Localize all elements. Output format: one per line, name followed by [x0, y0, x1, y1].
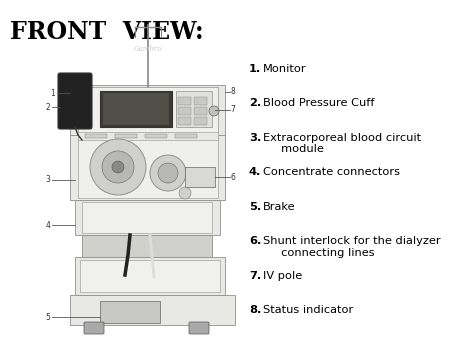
FancyBboxPatch shape — [80, 260, 220, 292]
Text: 6.: 6. — [249, 236, 261, 246]
FancyBboxPatch shape — [70, 135, 225, 200]
FancyBboxPatch shape — [82, 202, 212, 233]
FancyBboxPatch shape — [194, 97, 207, 105]
FancyBboxPatch shape — [145, 134, 167, 138]
Text: Extracorporeal blood circuit
     module: Extracorporeal blood circuit module — [263, 133, 421, 154]
FancyBboxPatch shape — [78, 87, 218, 133]
Circle shape — [102, 151, 134, 183]
Text: 4.: 4. — [249, 167, 261, 177]
Circle shape — [112, 161, 124, 173]
Text: Monitor: Monitor — [263, 64, 307, 74]
Text: 6: 6 — [230, 173, 236, 181]
FancyBboxPatch shape — [75, 257, 225, 295]
FancyBboxPatch shape — [194, 117, 207, 125]
FancyBboxPatch shape — [115, 134, 137, 138]
Text: IV pole: IV pole — [263, 271, 302, 280]
FancyBboxPatch shape — [185, 167, 215, 187]
FancyBboxPatch shape — [103, 93, 169, 125]
Text: 8: 8 — [231, 87, 236, 97]
Text: 2: 2 — [46, 103, 50, 111]
Text: Blood Pressure Cuff: Blood Pressure Cuff — [263, 98, 374, 108]
FancyBboxPatch shape — [100, 301, 160, 323]
FancyBboxPatch shape — [84, 322, 104, 334]
FancyBboxPatch shape — [194, 107, 207, 115]
Circle shape — [90, 139, 146, 195]
FancyBboxPatch shape — [78, 137, 218, 198]
FancyBboxPatch shape — [78, 132, 218, 140]
Circle shape — [150, 155, 186, 191]
Text: 2.: 2. — [249, 98, 261, 108]
Text: 5.: 5. — [249, 202, 261, 212]
Text: 4: 4 — [46, 220, 50, 229]
Text: 7.: 7. — [249, 271, 261, 280]
Text: 3.: 3. — [249, 133, 261, 143]
FancyBboxPatch shape — [82, 235, 212, 257]
FancyBboxPatch shape — [85, 134, 107, 138]
FancyBboxPatch shape — [70, 295, 235, 325]
Text: 1: 1 — [51, 88, 55, 98]
FancyBboxPatch shape — [176, 91, 212, 127]
Text: FRONT  VIEW:: FRONT VIEW: — [10, 20, 204, 44]
FancyBboxPatch shape — [189, 322, 209, 334]
FancyBboxPatch shape — [175, 134, 197, 138]
Text: Status indicator: Status indicator — [263, 305, 353, 315]
FancyBboxPatch shape — [100, 91, 172, 127]
Text: 5: 5 — [46, 312, 50, 322]
FancyBboxPatch shape — [178, 97, 191, 105]
Circle shape — [179, 187, 191, 199]
Circle shape — [209, 106, 219, 116]
FancyBboxPatch shape — [58, 73, 92, 129]
FancyBboxPatch shape — [178, 107, 191, 115]
FancyBboxPatch shape — [70, 85, 225, 135]
Text: Concentrate connectors: Concentrate connectors — [263, 167, 400, 177]
Text: Brake: Brake — [263, 202, 295, 212]
FancyBboxPatch shape — [178, 117, 191, 125]
Text: 3: 3 — [46, 175, 50, 185]
Text: 7: 7 — [230, 105, 236, 115]
FancyBboxPatch shape — [75, 200, 220, 235]
Text: 8.: 8. — [249, 305, 261, 315]
Text: 1.: 1. — [249, 64, 261, 74]
Text: Gambro: Gambro — [134, 45, 162, 53]
Text: Shunt interlock for the dialyzer
     connecting lines: Shunt interlock for the dialyzer connect… — [263, 236, 440, 258]
Circle shape — [158, 163, 178, 183]
